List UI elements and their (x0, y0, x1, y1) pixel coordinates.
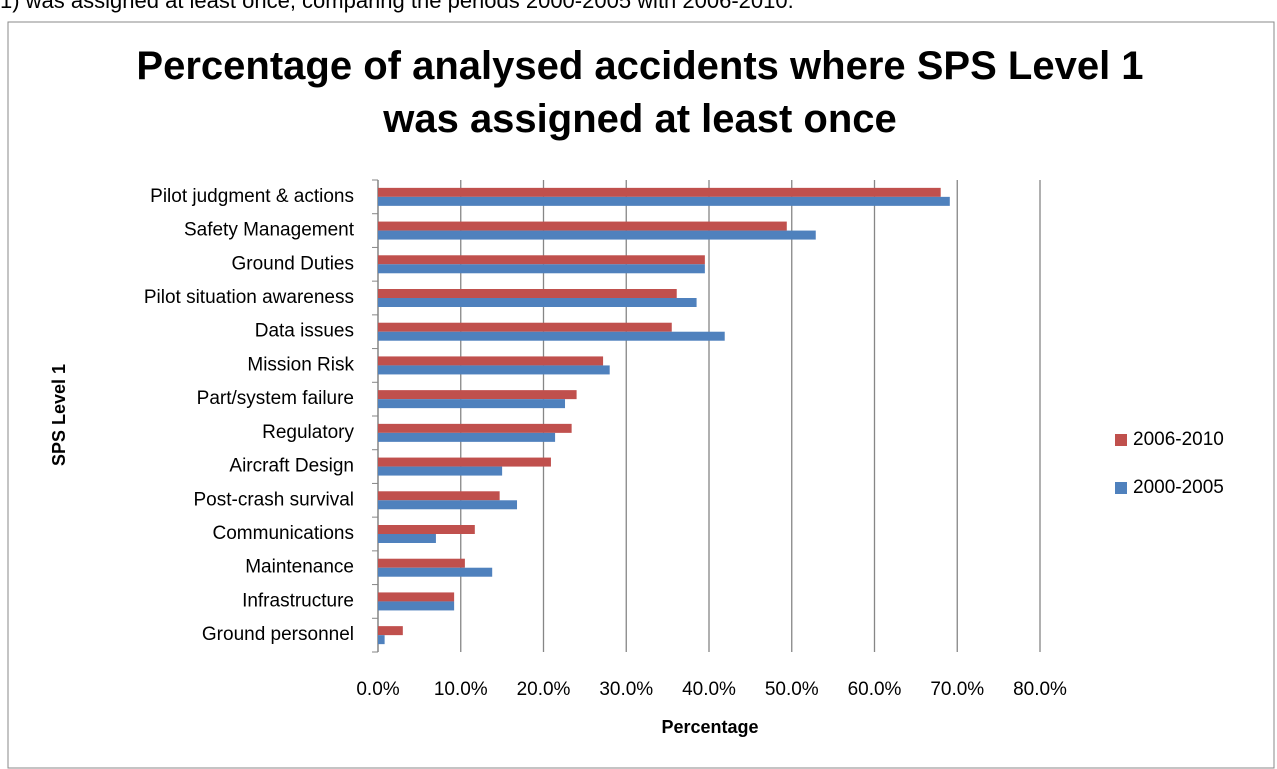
bar (378, 196, 950, 206)
bar (378, 298, 697, 307)
bar (378, 187, 941, 197)
legend-swatch (1115, 482, 1127, 494)
bar (378, 331, 725, 341)
bar (378, 289, 677, 298)
bar (378, 525, 475, 534)
y-tick-label: Infrastructure (242, 590, 354, 611)
x-tick-label: 10.0% (434, 679, 488, 700)
x-tick-label: 30.0% (599, 679, 653, 700)
bar (378, 466, 503, 476)
y-tick-label: Post-crash survival (194, 489, 355, 510)
bar (378, 390, 577, 400)
x-tick-label: 50.0% (765, 679, 819, 700)
bar (378, 558, 465, 568)
bar (378, 601, 455, 611)
bar (378, 592, 455, 602)
y-tick-label: Aircraft Design (229, 456, 354, 477)
bar (378, 322, 672, 332)
x-tick-label: 60.0% (848, 679, 902, 700)
bar (378, 432, 556, 442)
x-tick-label: 70.0% (930, 679, 984, 700)
x-tick-label: 0.0% (356, 679, 399, 700)
y-tick-label: Pilot situation awareness (144, 287, 354, 308)
chart-border (7, 21, 1275, 769)
y-tick-label: Mission Risk (247, 354, 354, 375)
caption: 1) was assigned at least once, comparing… (0, 0, 794, 13)
legend-label: 2006-2010 (1133, 429, 1224, 450)
bar (378, 500, 518, 510)
bar (378, 230, 816, 240)
bar (378, 491, 500, 501)
bar (378, 626, 403, 636)
y-tick-label: Pilot judgment & actions (150, 186, 354, 207)
bar (378, 423, 572, 433)
bar (378, 356, 604, 366)
bar (378, 255, 705, 265)
y-tick-label: Safety Management (184, 220, 355, 241)
y-tick-label: Communications (213, 523, 355, 544)
x-tick-label: 20.0% (517, 679, 571, 700)
y-tick-label: Part/system failure (197, 388, 354, 409)
bar (378, 534, 436, 543)
bar (378, 567, 493, 577)
bar (378, 399, 566, 409)
x-tick-label: 40.0% (682, 679, 736, 700)
y-tick-label: Data issues (255, 321, 354, 342)
y-tick-label: Regulatory (262, 422, 354, 443)
chart-title: Percentage of analysed accidents where S… (136, 44, 1144, 141)
x-tick-label: 80.0% (1013, 679, 1067, 700)
y-axis-label: SPS Level 1 (49, 364, 69, 466)
bar (378, 365, 610, 375)
y-tick-label: Ground personnel (202, 624, 354, 645)
bar (378, 635, 385, 645)
legend-label: 2000-2005 (1133, 477, 1224, 498)
bar (378, 457, 551, 467)
bar (378, 221, 787, 231)
bar (378, 264, 705, 274)
legend-swatch (1115, 434, 1127, 446)
x-axis-label: Percentage (661, 717, 758, 737)
y-tick-label: Ground Duties (231, 253, 354, 274)
y-tick-label: Maintenance (245, 557, 354, 578)
